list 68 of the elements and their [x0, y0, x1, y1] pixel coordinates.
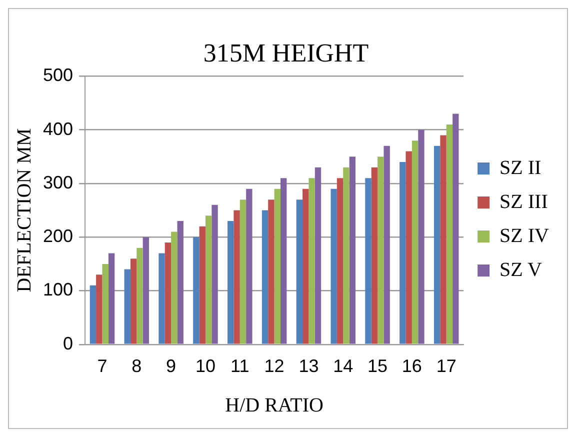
x-tick-label: 17 — [436, 356, 456, 376]
chart-title: 315M HEIGHT — [203, 38, 369, 68]
legend-label: SZ II — [500, 156, 542, 179]
bar — [130, 258, 137, 344]
legend-label: SZ IV — [500, 224, 550, 247]
bar — [418, 130, 424, 344]
x-tick-label: 9 — [166, 356, 176, 376]
bar — [102, 264, 108, 344]
bar — [227, 221, 234, 344]
y-axis-title: DEFLECTION MM — [13, 128, 36, 292]
bar — [171, 232, 178, 344]
bar — [124, 269, 130, 344]
legend-label: SZ III — [500, 190, 548, 213]
bar — [212, 204, 218, 344]
x-tick-label: 16 — [402, 356, 422, 376]
bar — [268, 200, 274, 344]
y-tick-label: 500 — [42, 65, 74, 86]
x-tick-label: 12 — [264, 356, 284, 376]
x-tick-label: 14 — [333, 356, 354, 376]
y-tick-label: 100 — [42, 280, 74, 300]
y-tick-label: 400 — [42, 118, 74, 139]
bar — [246, 188, 252, 344]
bar — [452, 114, 459, 344]
x-axis-title: H/D RATIO — [225, 394, 324, 416]
bar — [205, 216, 212, 344]
x-tick-label: 10 — [195, 356, 216, 376]
bar — [378, 156, 384, 344]
bar — [330, 188, 337, 344]
x-tick-label: 11 — [230, 356, 250, 376]
bar — [446, 124, 453, 344]
bar — [406, 151, 412, 344]
bar — [234, 210, 240, 344]
bar — [142, 237, 150, 344]
bar — [240, 200, 246, 344]
bar — [262, 210, 268, 344]
legend-label: SZ V — [500, 258, 543, 281]
y-tick-label: 300 — [42, 172, 74, 192]
bar — [199, 226, 206, 344]
bar — [274, 188, 280, 344]
bar — [96, 274, 102, 344]
bar — [440, 135, 446, 344]
bar — [371, 167, 378, 344]
x-tick-label: 13 — [298, 356, 319, 376]
bar — [400, 162, 406, 344]
bar — [336, 178, 344, 344]
x-tick-label: 15 — [368, 356, 388, 376]
bar — [296, 200, 303, 344]
y-tick-label: 0 — [63, 333, 74, 354]
bar — [193, 237, 200, 344]
bar — [164, 242, 172, 344]
bar — [412, 140, 418, 344]
bar — [108, 253, 115, 344]
bar — [384, 146, 390, 344]
bar — [343, 167, 350, 344]
bar — [158, 253, 165, 344]
bar — [308, 178, 315, 344]
bar — [90, 285, 96, 344]
bar — [177, 221, 184, 344]
bar — [314, 167, 322, 344]
bar — [349, 156, 356, 344]
bar — [434, 146, 440, 344]
x-tick-label: 8 — [132, 356, 142, 376]
x-tick-label: 7 — [97, 356, 108, 376]
bar — [302, 188, 309, 344]
y-tick-label: 200 — [42, 226, 74, 246]
bar — [365, 178, 372, 344]
bar — [136, 248, 143, 344]
bar — [280, 178, 287, 344]
